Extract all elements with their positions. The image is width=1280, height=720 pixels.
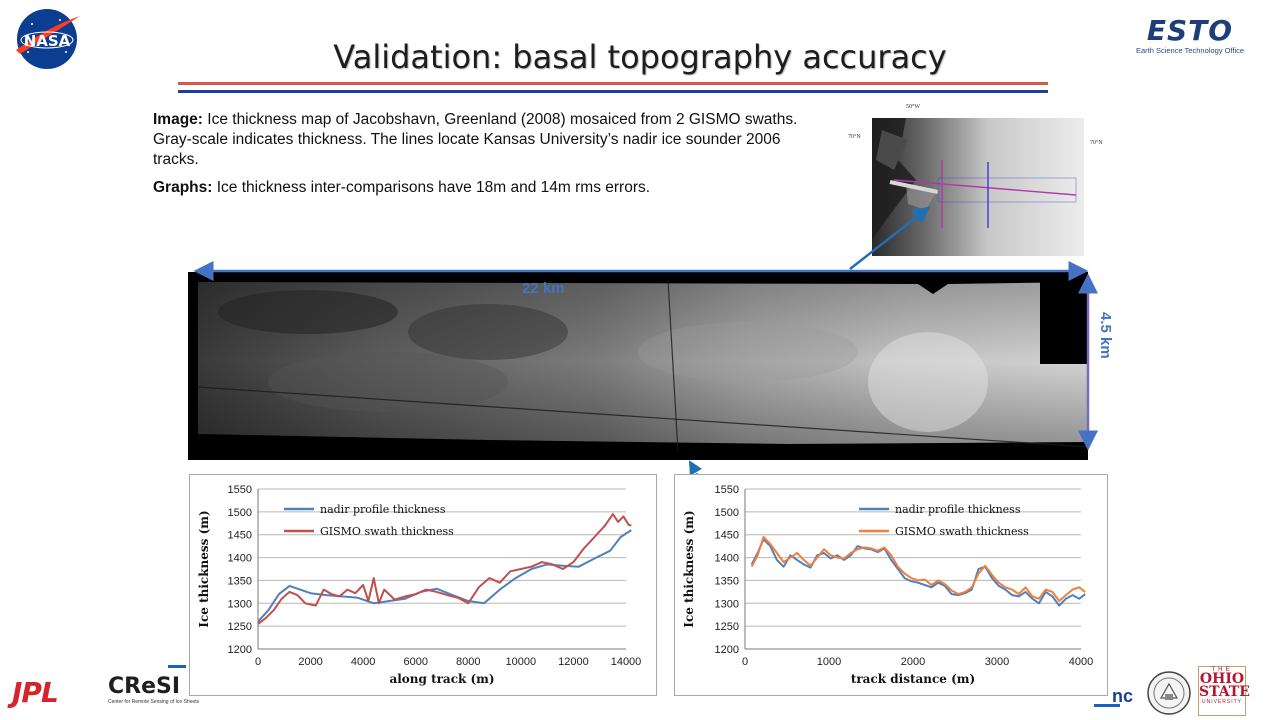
description-text: Image: Ice thickness map of Jacobshavn, … (153, 110, 813, 206)
y-tick-label: 1300 (228, 598, 252, 610)
graphs-caption: Graphs: Ice thickness inter-comparisons … (153, 178, 813, 198)
x-tick-label: 2000 (901, 656, 925, 668)
y-tick-label: 1400 (715, 553, 739, 565)
university-seal-icon (1147, 671, 1191, 715)
footer-accent-left (168, 665, 186, 668)
ohio-state-logo: THE OHIO STATE UNIVERSITY (1198, 666, 1250, 716)
legend-entry: nadir profile thickness (895, 503, 1021, 516)
x-tick-label: 4000 (1069, 656, 1093, 668)
y-tick-label: 1450 (715, 530, 739, 542)
x-tick-label: 4000 (351, 656, 375, 668)
slide-title: Validation: basal topography accuracy (333, 38, 947, 76)
inset-lon-label: 50°W (906, 103, 920, 110)
osu-logo-university: UNIVERSITY (1201, 699, 1242, 705)
svg-text:NASA: NASA (24, 32, 71, 50)
cresis-logo-subtitle: Center for Remote Sensing of Ice Sheets (108, 699, 200, 705)
y-tick-label: 1450 (228, 530, 252, 542)
x-tick-label: 8000 (456, 656, 480, 668)
x-tick-label: 2000 (298, 656, 322, 668)
cresis-logo-text: CReSI (108, 674, 181, 699)
x-tick-label: 3000 (985, 656, 1009, 668)
x-tick-label: 10000 (506, 656, 537, 668)
width-dimension-label: 22 km (522, 280, 565, 297)
x-tick-label: 6000 (403, 656, 427, 668)
nasa-logo: NASA (16, 9, 80, 69)
jpl-logo: JPL (12, 676, 59, 709)
series-line-nadir (257, 529, 632, 623)
y-tick-label: 1350 (715, 575, 739, 587)
footer-accent-right (1094, 704, 1120, 707)
y-tick-label: 1500 (715, 507, 739, 519)
y-tick-label: 1550 (715, 484, 739, 496)
y-axis-label: Ice thickness (m) (197, 510, 211, 627)
mosaic-track-vertical (667, 279, 679, 453)
y-tick-label: 1200 (715, 644, 739, 656)
chart-track-distance-frame: 1200 1250 1300 1350 1400 1450 1500 1550 0 1000 200… (674, 474, 1108, 696)
y-tick-label: 1300 (715, 598, 739, 610)
inset-track-horizontal (893, 179, 1077, 196)
ice-thickness-mosaic (188, 272, 1088, 460)
osu-logo-the: THE (1211, 667, 1233, 673)
inset-lat-label-right: 70°N (1090, 139, 1103, 146)
chart-track-distance: 1200 1250 1300 1350 1400 1450 1500 1550 0 1000 200… (682, 484, 1093, 686)
graphs-caption-label: Graphs: (153, 179, 213, 196)
esto-logo: ESTO Earth Science Technology Office (1130, 14, 1250, 58)
x-axis-label: along track (m) (389, 672, 494, 686)
title-rule-red (178, 82, 1048, 85)
x-tick-label: 14000 (611, 656, 642, 668)
y-tick-label: 1400 (228, 553, 252, 565)
chart-along-track: 1200 1250 1300 1350 1400 1450 1500 1550 0 2000 400… (197, 484, 642, 686)
x-tick-label: 0 (255, 656, 261, 668)
y-tick-label: 1250 (228, 621, 252, 633)
height-dimension-label: 4.5 km (1097, 312, 1114, 359)
inset-lat-label-left: 70°N (848, 133, 861, 140)
esto-logo-text: ESTO (1146, 14, 1234, 47)
legend-entry: nadir profile thickness (320, 503, 446, 516)
y-tick-label: 1500 (228, 507, 252, 519)
chart-along-track-frame: 1200 1250 1300 1350 1400 1450 1500 1550 0 2000 400… (189, 474, 657, 696)
image-caption: Image: Ice thickness map of Jacobshavn, … (153, 110, 813, 170)
x-axis-label: track distance (m) (851, 672, 975, 686)
osu-logo-state: STATE (1199, 684, 1250, 700)
image-caption-body: Ice thickness map of Jacobshavn, Greenla… (153, 111, 798, 168)
series-line-gismo (750, 536, 1086, 602)
graphs-caption-body: Ice thickness inter-comparisons have 18m… (212, 179, 651, 196)
legend-entry: GISMO swath thickness (320, 525, 454, 538)
inset-location-map: 50°W 70°N 70°N (848, 103, 1103, 256)
series-line-gismo (257, 513, 632, 625)
mosaic-track-diagonal (197, 386, 1088, 448)
cresis-logo: CReSI Center for Remote Sensing of Ice S… (108, 674, 200, 705)
y-tick-label: 1200 (228, 644, 252, 656)
y-axis-label: Ice thickness (m) (682, 510, 696, 627)
x-tick-label: 12000 (558, 656, 589, 668)
series-line-nadir (750, 538, 1086, 607)
y-tick-label: 1350 (228, 575, 252, 587)
unc-logo: nc (1112, 686, 1134, 706)
footer-logos: JPL CReSI Center for Remote Sensing of I… (0, 660, 1280, 720)
y-tick-label: 1550 (228, 484, 252, 496)
image-caption-label: Image: (153, 111, 203, 128)
x-tick-label: 1000 (817, 656, 841, 668)
osu-logo-ohio: OHIO (1199, 671, 1245, 687)
x-tick-label: 0 (742, 656, 748, 668)
title-rule-blue (178, 90, 1048, 93)
y-tick-label: 1250 (715, 621, 739, 633)
esto-logo-subtitle: Earth Science Technology Office (1135, 46, 1245, 55)
legend-entry: GISMO swath thickness (895, 525, 1029, 538)
